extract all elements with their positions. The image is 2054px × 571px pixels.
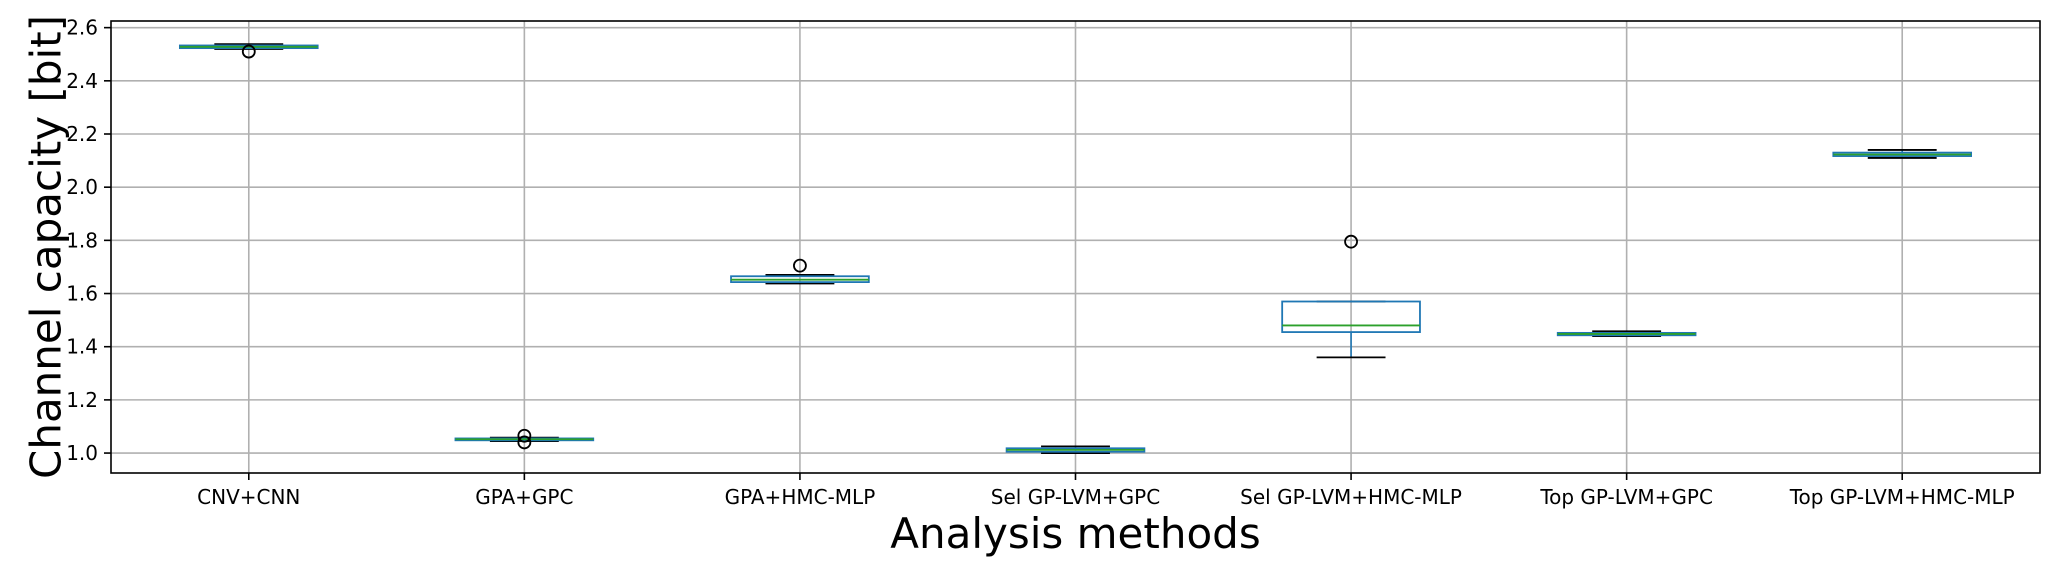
x-tick-label: GPA+GPC — [475, 485, 573, 509]
box-group — [1832, 149, 1973, 159]
outlier-point — [241, 44, 256, 59]
y-tick-label: 1.4 — [66, 335, 98, 359]
outlier-point — [1344, 234, 1358, 249]
y-tick-label: 2.0 — [66, 175, 98, 199]
box-body — [1281, 300, 1421, 333]
x-tick-label: Top GP-LVM+GPC — [1539, 485, 1713, 509]
y-tick-label: 2.2 — [66, 122, 98, 146]
box-group — [1281, 234, 1421, 359]
outlier-point — [517, 435, 532, 450]
x-tick-label: Sel GP-LVM+HMC-MLP — [1240, 485, 1462, 509]
x-tick-label: CNV+CNN — [197, 485, 300, 509]
box-series — [178, 43, 1973, 454]
x-tick-label: Top GP-LVM+HMC-MLP — [1789, 485, 2015, 509]
axis-ticks: 1.0 1.2 1.4 1.6 1.8 2.0 2.2 2.4 2.6 CNV+CNN GPA+GP… — [66, 16, 2015, 509]
box-group — [1005, 445, 1146, 454]
y-tick-label: 2.6 — [66, 16, 98, 40]
y-tick-label: 2.4 — [66, 69, 98, 93]
outlier-point — [793, 258, 807, 273]
y-tick-label: 1.0 — [66, 441, 98, 465]
box-group — [178, 43, 319, 59]
y-tick-label: 1.6 — [66, 282, 98, 306]
x-tick-label: GPA+HMC-MLP — [725, 485, 876, 509]
outlier-point — [517, 428, 532, 443]
box-group — [454, 428, 595, 450]
y-tick-label: 1.8 — [66, 228, 98, 252]
box-group — [1556, 330, 1697, 337]
grid-lines — [111, 21, 2040, 473]
box-group — [730, 258, 870, 285]
y-tick-label: 1.2 — [66, 388, 98, 412]
x-axis-title: Analysis methods — [890, 509, 1260, 558]
y-axis-title: Channel capacity [bit] — [22, 15, 71, 479]
x-tick-label: Sel GP-LVM+GPC — [991, 485, 1160, 509]
